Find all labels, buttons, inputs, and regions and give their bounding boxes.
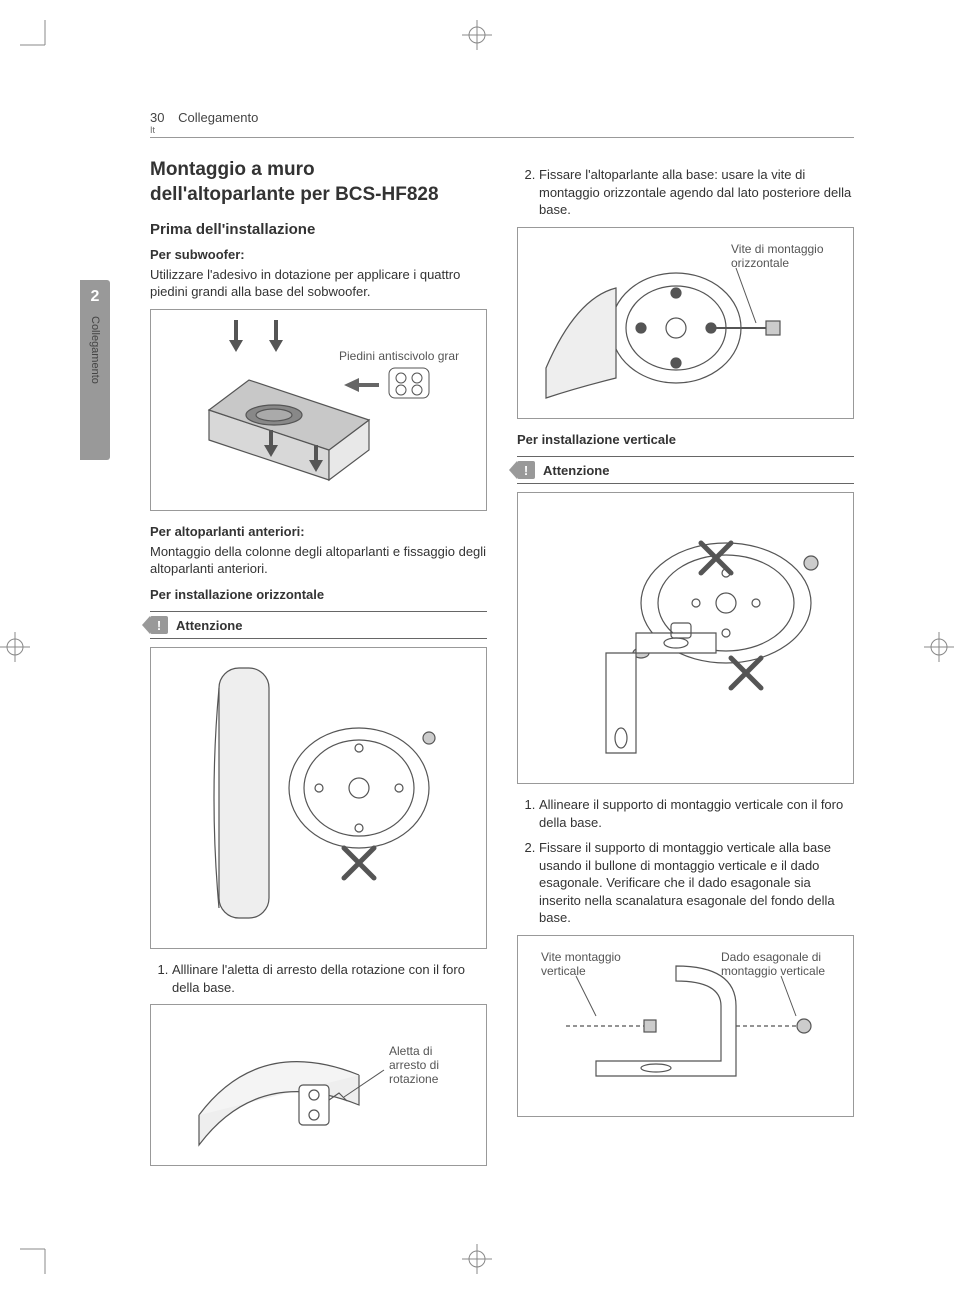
registration-mark-top xyxy=(462,20,492,50)
caution-icon: ! xyxy=(150,616,168,634)
anteriori-text: Montaggio della colonne degli altoparlan… xyxy=(150,543,487,578)
figure-subwoofer-feet: Piedini antiscivolo grandi xyxy=(150,309,487,511)
svg-text:arresto di: arresto di xyxy=(389,1058,439,1072)
left-column: Montaggio a muro dell'altoparlante per B… xyxy=(150,158,487,1178)
crop-mark-tl xyxy=(20,20,60,60)
subheading-prima: Prima dell'installazione xyxy=(150,221,487,238)
horizontal-caution-diagram xyxy=(189,658,449,938)
registration-mark-left xyxy=(0,632,30,662)
rotation-stop-diagram: Aletta di arresto di rotazione xyxy=(179,1015,459,1155)
header-title: Collegamento xyxy=(178,110,258,125)
orizz-label: Per installazione orizzontale xyxy=(150,586,487,604)
registration-mark-bottom xyxy=(462,1244,492,1274)
figure-vertical-caution xyxy=(517,492,854,784)
svg-text:Vite di montaggio: Vite di montaggio xyxy=(731,242,824,256)
step-1-horizontal: Alllinare l'aletta di arresto della rota… xyxy=(172,961,487,996)
svg-text:montaggio verticale: montaggio verticale xyxy=(721,964,825,978)
right-column: Fissare l'altoparlante alla base: usare … xyxy=(517,158,854,1178)
step-2-vertical: Fissare il supporto di montaggio vertica… xyxy=(539,839,854,927)
chapter-tab: 2 Collegamento xyxy=(80,280,110,460)
language-code: It xyxy=(150,125,854,135)
caution-bar-1: ! Attenzione xyxy=(150,611,487,639)
crop-mark-bl xyxy=(20,1234,60,1274)
subwoofer-text: Utilizzare l'adesivo in dotazione per ap… xyxy=(150,266,487,301)
registration-mark-right xyxy=(924,632,954,662)
figure-horizontal-caution xyxy=(150,647,487,949)
svg-text:Dado esagonale di: Dado esagonale di xyxy=(721,950,821,964)
fig-label-feet: Piedini antiscivolo grandi xyxy=(339,349,459,363)
vertical-caution-diagram xyxy=(536,503,836,773)
caution-label-2: Attenzione xyxy=(543,463,609,478)
figure-horizontal-screw: Vite di montaggio orizzontale xyxy=(517,227,854,419)
subwoofer-label: Per subwoofer: xyxy=(150,246,487,264)
svg-text:Vite montaggio: Vite montaggio xyxy=(541,950,621,964)
page-header: 30 Collegamento It xyxy=(150,110,854,138)
chapter-label: Collegamento xyxy=(89,316,101,384)
caution-icon: ! xyxy=(517,461,535,479)
caution-label: Attenzione xyxy=(176,618,242,633)
svg-text:Aletta di: Aletta di xyxy=(389,1044,432,1058)
svg-text:orizzontale: orizzontale xyxy=(731,256,789,270)
vertical-label: Per installazione verticale xyxy=(517,431,854,449)
vertical-screw-diagram: Vite montaggio verticale Dado esagonale … xyxy=(536,946,836,1106)
svg-text:verticale: verticale xyxy=(541,964,586,978)
anteriori-label: Per altoparlanti anteriori: xyxy=(150,523,487,541)
chapter-number: 2 xyxy=(80,280,110,306)
step-2-horizontal: Fissare l'altoparlante alla base: usare … xyxy=(539,166,854,219)
figure-rotation-stop: Aletta di arresto di rotazione xyxy=(150,1004,487,1166)
caution-bar-2: ! Attenzione xyxy=(517,456,854,484)
svg-text:rotazione: rotazione xyxy=(389,1072,439,1086)
main-heading: Montaggio a muro dell'altoparlante per B… xyxy=(150,158,487,207)
figure-vertical-screw: Vite montaggio verticale Dado esagonale … xyxy=(517,935,854,1117)
subwoofer-diagram: Piedini antiscivolo grandi xyxy=(179,320,459,500)
page-number: 30 xyxy=(150,110,164,125)
step-1-vertical: Allineare il supporto di montaggio verti… xyxy=(539,796,854,831)
horizontal-screw-diagram: Vite di montaggio orizzontale xyxy=(536,238,836,408)
